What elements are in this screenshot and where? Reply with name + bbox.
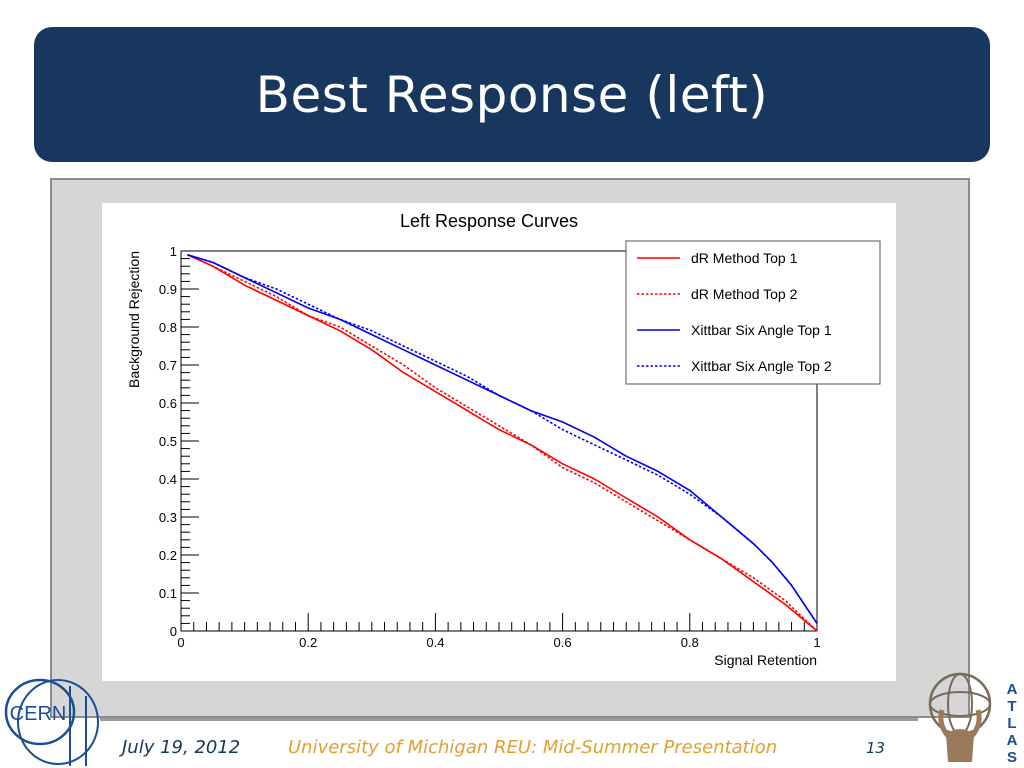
y-tick-label: 0.6 — [159, 396, 177, 411]
y-tick-label: 0.8 — [159, 320, 177, 335]
legend-entry: Xittbar Six Angle Top 1 — [691, 322, 832, 338]
x-tick-label: 0.4 — [426, 635, 444, 650]
legend: dR Method Top 1 dR Method Top 2 Xittbar Si… — [625, 240, 881, 385]
legend-entry: dR Method Top 2 — [691, 286, 798, 302]
y-tick-label: 0.5 — [159, 434, 177, 449]
series-line-3 — [187, 254, 818, 624]
x-tick-label: 1 — [813, 635, 820, 650]
x-tick-label: 0.8 — [681, 635, 699, 650]
y-axis-label: Background Rejection — [126, 251, 142, 388]
y-tick-label: 0.2 — [159, 548, 177, 563]
footer-organization: University of Michigan REU: Mid-Summer P… — [288, 737, 778, 758]
y-tick-label: 0.9 — [159, 282, 177, 297]
x-tick-label: 0.6 — [554, 635, 572, 650]
y-tick-label: 0.7 — [159, 358, 177, 373]
footer-divider — [100, 718, 918, 721]
x-tick-label: 0.2 — [299, 635, 317, 650]
atlas-logo-letter: L — [1007, 715, 1016, 732]
atlas-logo-letter: S — [1007, 749, 1017, 766]
title-banner: Best Response (left) — [34, 27, 990, 162]
chart-title: Left Response Curves — [400, 211, 578, 231]
series-line-4 — [187, 254, 818, 624]
legend-box — [625, 240, 881, 385]
x-axis-label: Signal Retention — [714, 652, 817, 668]
y-tick-label: 1 — [170, 244, 177, 259]
response-curves-chart: Left Response Curves 0 0.1 0.2 0.3 0.4 0.5 0.6 0… — [126, 211, 881, 668]
y-tick-label: 0.1 — [159, 586, 177, 601]
y-tick-label: 0 — [170, 624, 177, 639]
x-tick-label: 0 — [177, 635, 184, 650]
footer-date: July 19, 2012 — [122, 737, 241, 758]
atlas-logo-letter: A — [1007, 732, 1018, 749]
slide-title: Best Response (left) — [255, 65, 769, 124]
cern-logo: CERN — [4, 678, 99, 766]
atlas-logo-letter: A — [1007, 681, 1018, 698]
y-tick-label: 0.4 — [159, 472, 177, 487]
page-number: 13 — [866, 739, 886, 757]
series-line-2 — [187, 254, 818, 632]
y-tick-label: 0.3 — [159, 510, 177, 525]
cern-logo-text: CERN — [10, 703, 67, 725]
legend-entry: dR Method Top 1 — [691, 250, 798, 266]
legend-entry: Xittbar Six Angle Top 2 — [691, 358, 832, 374]
atlas-logo-letter: T — [1007, 698, 1016, 715]
plot-canvas: Left Response Curves 0 0.1 0.2 0.3 0.4 0.5 0.6 0… — [102, 203, 896, 681]
